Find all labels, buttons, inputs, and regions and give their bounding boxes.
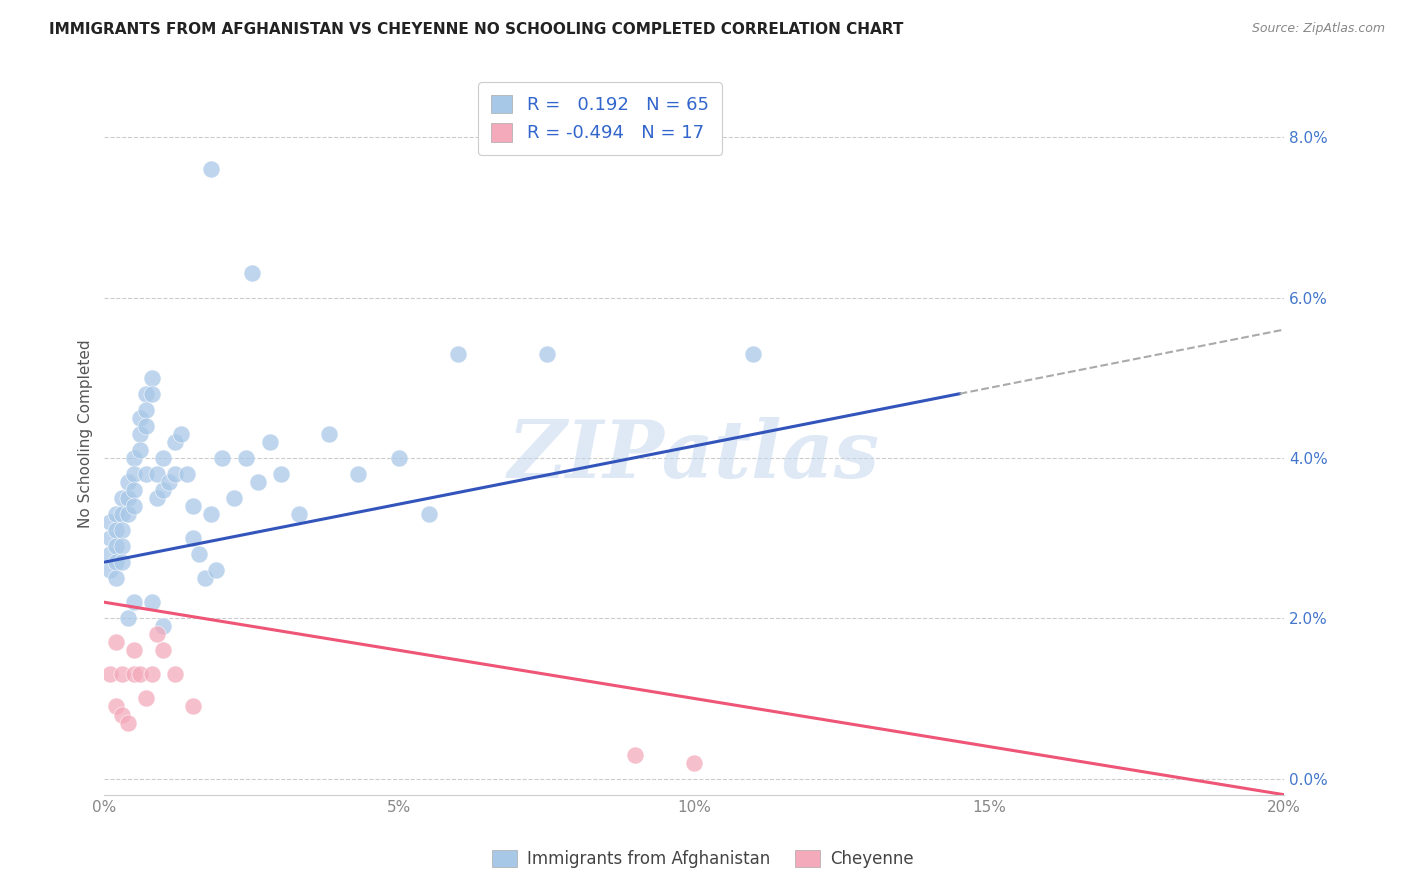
Point (211, 450, 233, 465)
Point (98, 563, 121, 577)
Point (128, 667, 150, 681)
Point (240, 267, 263, 281)
Point (135, 386, 157, 401)
Point (111, 507, 134, 521)
Point (683, 756, 706, 770)
Point (624, 747, 647, 762)
Point (117, 475, 139, 489)
Point (128, 442, 150, 457)
Legend: Immigrants from Afghanistan, Cheyenne: Immigrants from Afghanistan, Cheyenne (485, 843, 921, 875)
Point (135, 402, 157, 417)
Y-axis label: No Schooling Completed: No Schooling Completed (79, 340, 93, 528)
Point (105, 555, 128, 569)
Point (235, 450, 257, 465)
Point (181, 531, 204, 545)
Point (146, 467, 169, 481)
Point (105, 635, 128, 649)
Point (135, 691, 157, 706)
Point (146, 491, 169, 505)
Point (205, 563, 228, 577)
Point (105, 571, 128, 585)
Point (122, 483, 145, 497)
Point (224, 491, 246, 505)
Point (447, 346, 470, 360)
Point (122, 467, 145, 481)
Point (111, 539, 134, 553)
Point (246, 475, 269, 489)
Point (111, 555, 134, 569)
Text: IMMIGRANTS FROM AFGHANISTAN VS CHEYENNE NO SCHOOLING COMPLETED CORRELATION CHART: IMMIGRANTS FROM AFGHANISTAN VS CHEYENNE … (49, 22, 904, 37)
Point (170, 426, 193, 441)
Point (388, 450, 411, 465)
Point (152, 450, 174, 465)
Point (105, 699, 128, 714)
Point (135, 467, 157, 481)
Point (157, 475, 180, 489)
Point (141, 667, 163, 681)
Point (288, 507, 311, 521)
Point (105, 523, 128, 537)
Point (318, 426, 340, 441)
Point (122, 499, 145, 513)
Point (742, 346, 765, 360)
Text: Source: ZipAtlas.com: Source: ZipAtlas.com (1251, 22, 1385, 36)
Point (146, 627, 169, 641)
Point (181, 699, 204, 714)
Point (200, 162, 222, 177)
Point (152, 619, 174, 633)
Point (117, 715, 139, 730)
Point (418, 507, 440, 521)
Point (141, 595, 163, 609)
Point (152, 643, 174, 657)
Point (105, 507, 128, 521)
Point (122, 595, 145, 609)
Point (111, 707, 134, 722)
Point (187, 547, 209, 561)
Point (152, 483, 174, 497)
Point (181, 499, 204, 513)
Point (98, 515, 121, 529)
Point (117, 611, 139, 625)
Point (122, 667, 145, 681)
Point (111, 523, 134, 537)
Point (128, 426, 150, 441)
Point (98, 531, 121, 545)
Point (105, 539, 128, 553)
Point (259, 434, 281, 449)
Point (176, 467, 198, 481)
Point (165, 667, 187, 681)
Point (194, 571, 217, 585)
Point (111, 667, 134, 681)
Point (536, 346, 558, 360)
Point (347, 467, 370, 481)
Point (141, 386, 163, 401)
Point (141, 370, 163, 384)
Point (98, 667, 121, 681)
Point (117, 507, 139, 521)
Legend: R =   0.192   N = 65, R = -0.494   N = 17: R = 0.192 N = 65, R = -0.494 N = 17 (478, 82, 721, 155)
Point (128, 410, 150, 425)
Point (270, 467, 292, 481)
Point (200, 507, 222, 521)
Point (98, 547, 121, 561)
Point (122, 643, 145, 657)
Text: ZIPatlas: ZIPatlas (508, 417, 880, 494)
Point (111, 491, 134, 505)
Point (165, 467, 187, 481)
Point (117, 491, 139, 505)
Point (165, 434, 187, 449)
Point (122, 450, 145, 465)
Point (135, 418, 157, 433)
